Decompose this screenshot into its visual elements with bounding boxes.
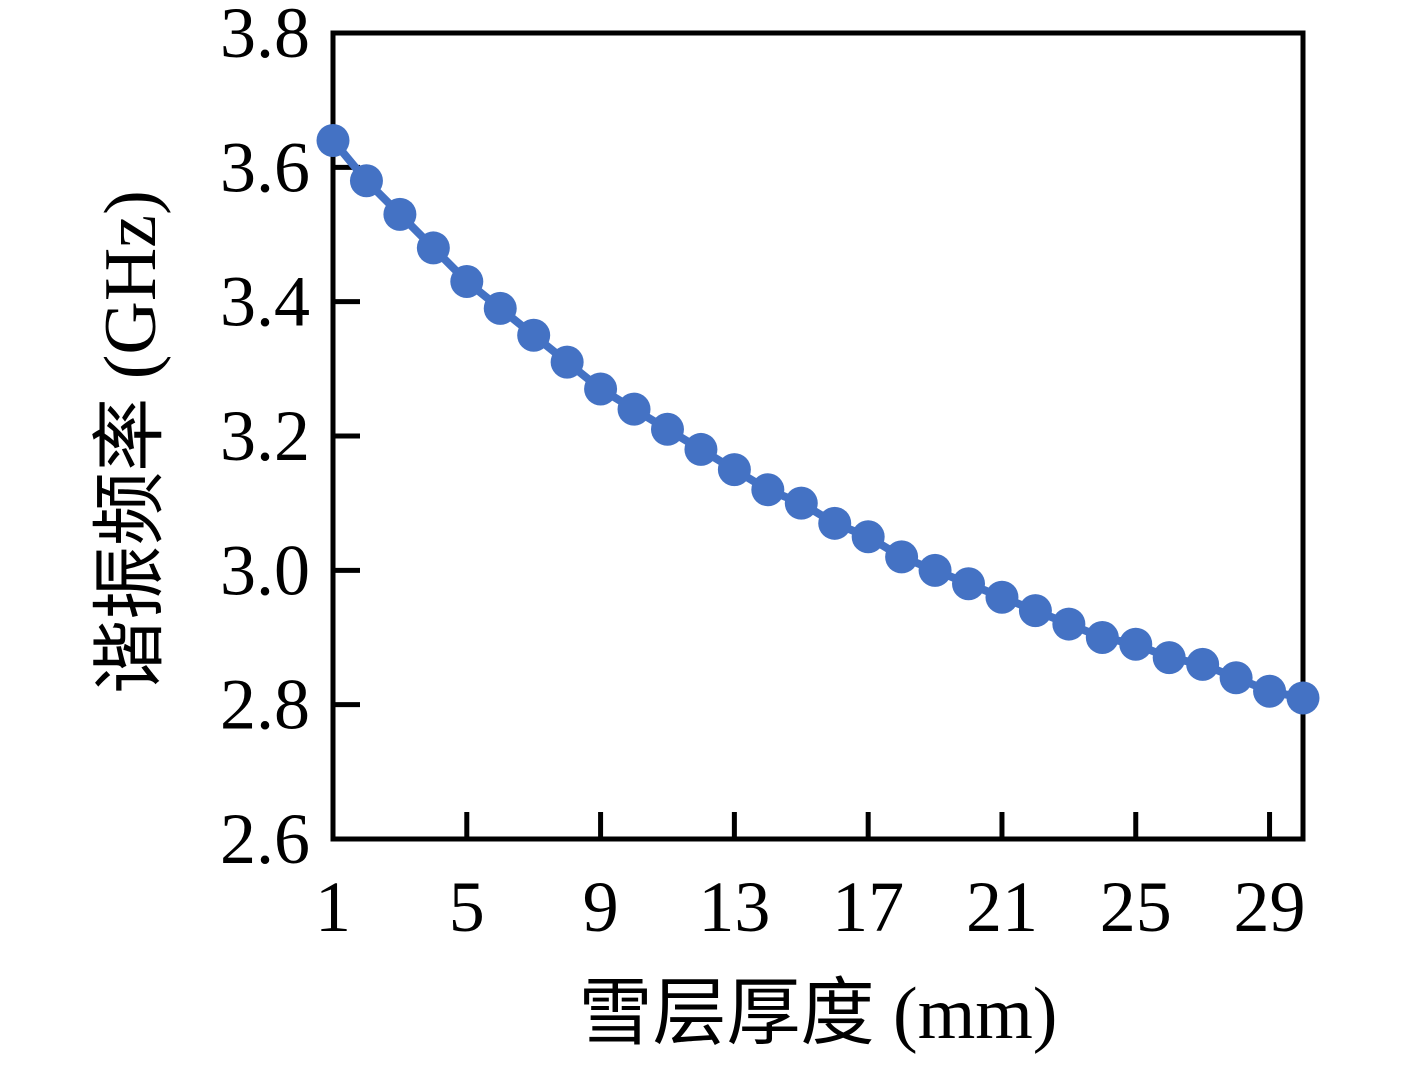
data-point xyxy=(1018,594,1052,628)
data-point xyxy=(717,453,751,487)
x-tick-label: 13 xyxy=(698,867,770,947)
data-point xyxy=(550,345,584,379)
data-point xyxy=(650,412,684,446)
x-tick-label: 21 xyxy=(966,867,1038,947)
frame-layer xyxy=(330,30,1306,842)
data-point xyxy=(1186,647,1220,681)
data-point xyxy=(584,372,618,406)
data-point xyxy=(483,291,517,325)
data-point xyxy=(985,580,1019,614)
y-tick-label: 3.2 xyxy=(220,396,310,476)
ticks-layer xyxy=(333,164,1273,839)
y-tick-label: 3.6 xyxy=(220,127,310,207)
x-axis-title: 雪层厚度 (mm) xyxy=(579,973,1058,1055)
data-point xyxy=(885,540,919,574)
x-tick-label: 25 xyxy=(1100,867,1172,947)
y-tick-label: 3.8 xyxy=(220,0,310,73)
y-tick-label: 3.4 xyxy=(220,262,310,342)
y-axis-title: 谐振频率 (GHz) xyxy=(90,190,172,694)
data-point xyxy=(684,432,718,466)
data-point xyxy=(952,567,986,601)
data-point xyxy=(1085,621,1119,654)
data-point xyxy=(450,265,484,299)
x-tick-label: 9 xyxy=(583,867,619,947)
data-point xyxy=(1253,674,1287,708)
data-point xyxy=(383,197,417,231)
plot-frame xyxy=(330,30,1306,842)
data-point xyxy=(918,553,952,587)
series-layer xyxy=(316,123,1320,715)
data-point xyxy=(1119,627,1153,661)
data-point xyxy=(751,473,785,507)
data-point xyxy=(1286,681,1320,715)
data-point xyxy=(784,486,818,520)
data-point xyxy=(617,392,651,426)
y-tick-label: 3.0 xyxy=(220,530,310,610)
x-tick-label: 1 xyxy=(315,867,351,947)
tick-labels-layer: 1 5 9 13 17 21 25 29 3.8 3.6 3.4 3.2 3.0 2.8 2.6 xyxy=(220,0,1306,947)
y-tick-label: 2.6 xyxy=(220,799,310,879)
data-point xyxy=(851,520,885,554)
data-point xyxy=(517,318,551,352)
y-tick-label: 2.8 xyxy=(220,665,310,745)
data-point xyxy=(349,164,383,198)
x-tick-label: 5 xyxy=(449,867,485,947)
data-line xyxy=(329,137,1304,702)
data-point xyxy=(1152,641,1186,675)
data-point xyxy=(1052,607,1086,641)
x-tick-label: 29 xyxy=(1234,867,1306,947)
data-point xyxy=(818,506,852,540)
x-tick-label: 17 xyxy=(832,867,904,947)
data-point xyxy=(1219,661,1253,695)
data-point xyxy=(416,231,450,265)
data-point xyxy=(316,123,350,157)
